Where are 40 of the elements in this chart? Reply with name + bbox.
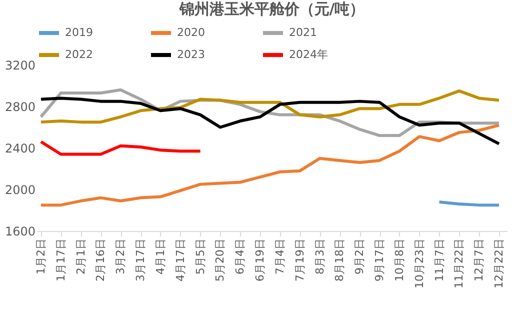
x-tick-label: 4月1日 — [154, 238, 167, 274]
legend-label: 2019 — [65, 26, 93, 39]
x-tick-label: 2月1日 — [74, 238, 88, 274]
x-tick-label: 10月23日 — [412, 238, 426, 288]
x-tick-label: 7月4日 — [273, 238, 286, 274]
x-tick-label: 3月2日 — [114, 238, 128, 274]
line-series — [39, 96, 501, 146]
x-tick-label: 9月17日 — [373, 238, 386, 282]
x-tick-label: 5月5日 — [194, 238, 207, 274]
y-tick-label: 1600 — [4, 224, 36, 238]
legend-label: 2021 — [289, 26, 317, 39]
x-tick-label: 12月7日 — [472, 238, 486, 282]
legend-label: 2020 — [177, 26, 205, 39]
x-tick-label: 12月22日 — [492, 238, 506, 288]
legend-label: 2022 — [65, 48, 93, 61]
x-tick-label: 1月2日 — [34, 238, 48, 274]
line-series — [39, 124, 501, 207]
x-tick-label: 1月17日 — [54, 238, 68, 282]
x-tick-label: 7月19日 — [293, 238, 306, 282]
x-tick-label: 11月7日 — [432, 238, 446, 282]
x-tick-label: 9月2日 — [353, 238, 366, 274]
x-tick-label: 5月20日 — [214, 238, 227, 282]
x-tick-label: 8月18日 — [333, 238, 346, 282]
line-series — [39, 89, 501, 124]
y-tick-label: 2800 — [4, 100, 36, 114]
x-tick-label: 6月19日 — [254, 238, 267, 282]
legend-label: 2024年 — [289, 48, 328, 61]
x-tick-label: 3月17日 — [134, 238, 148, 282]
x-tick-label: 2月16日 — [94, 238, 108, 282]
y-tick-label: 2000 — [4, 183, 36, 197]
y-tick-label: 3200 — [4, 58, 36, 72]
x-tick-label: 6月4日 — [234, 238, 247, 274]
x-tick-label: 4月17日 — [174, 238, 187, 282]
x-tick-label: 8月3日 — [313, 238, 326, 274]
chart-title: 锦州港玉米平舱价（元/吨） — [178, 0, 365, 18]
line-series — [39, 140, 202, 156]
x-tick-label: 10月8日 — [392, 238, 406, 282]
legend-label: 2023 — [177, 48, 205, 61]
y-tick-label: 2400 — [4, 142, 36, 156]
x-tick-label: 11月22日 — [452, 238, 466, 288]
